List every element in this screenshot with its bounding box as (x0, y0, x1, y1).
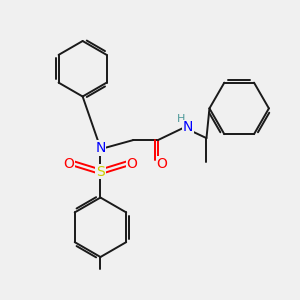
Text: O: O (127, 157, 138, 171)
Text: H: H (176, 114, 185, 124)
Text: O: O (157, 157, 167, 171)
Text: S: S (96, 165, 105, 179)
Text: O: O (63, 157, 74, 171)
Text: N: N (95, 141, 106, 155)
Text: N: N (182, 120, 193, 134)
